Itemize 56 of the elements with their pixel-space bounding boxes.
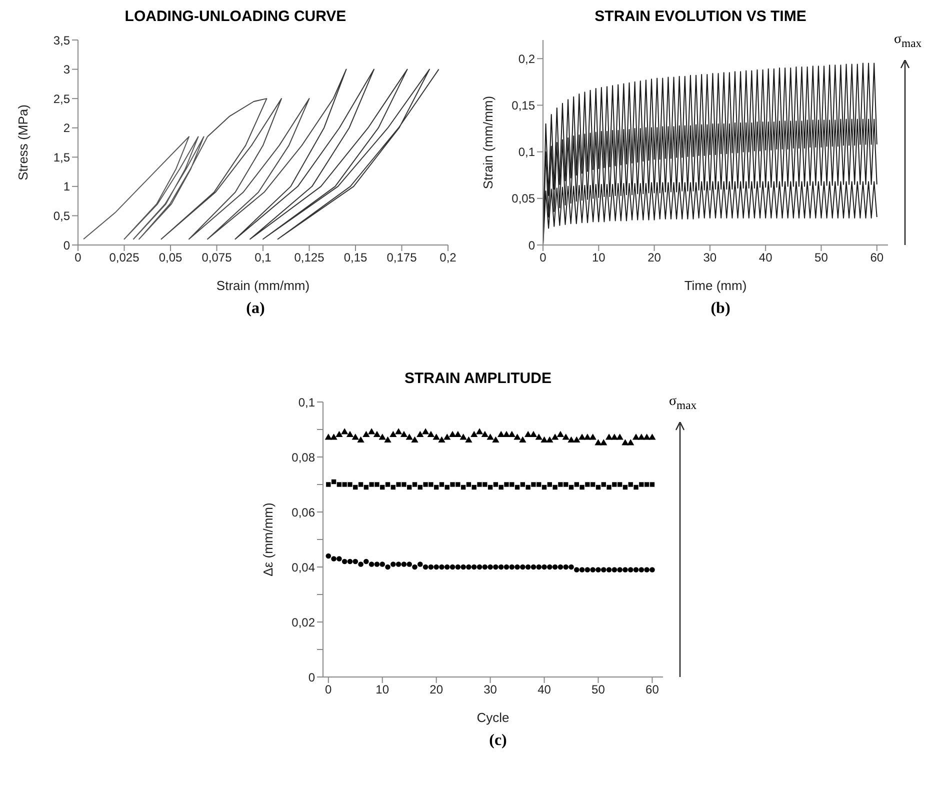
y-tick-label: 0: [308, 670, 316, 684]
y-tick-label: 3,5: [53, 33, 70, 48]
text: (c): [488, 732, 508, 750]
x-tick-label: 0,025: [109, 250, 140, 265]
x-tick-label: 10: [592, 250, 606, 265]
y-tick-label: 0,1: [518, 145, 536, 160]
x-tick-label: 0,1: [254, 250, 272, 265]
x-tick-label: 30: [484, 682, 498, 697]
x-tick-label: 10: [376, 682, 390, 697]
x-tick-label: 30: [703, 250, 717, 265]
y-tick-label: 3: [63, 62, 70, 77]
x-tick-label: 40: [538, 682, 552, 697]
x-tick-label: 50: [814, 250, 828, 265]
x-axis-title: Cycle: [476, 710, 510, 725]
x-tick-label: 0,075: [202, 250, 232, 265]
y-tick-label: 0,04: [292, 560, 316, 574]
chart-title: STRAIN EVOLUTION VS TIME: [594, 8, 808, 27]
x-tick-label: 0,2: [440, 250, 457, 265]
x-tick-label: 60: [646, 682, 660, 697]
x-tick-label: 0,15: [344, 250, 368, 265]
y-tick-label: 0,1: [298, 395, 316, 410]
x-tick-label: 0,05: [158, 250, 182, 265]
x-axis-title: Strain (mm/mm): [216, 278, 310, 293]
y-tick-label: 0,2: [518, 52, 536, 66]
x-tick-label: 0,175: [386, 250, 418, 265]
chart-title: STRAIN AMPLITUDE: [404, 370, 552, 389]
x-tick-label: 60: [870, 250, 884, 265]
y-tick-label: 1: [63, 180, 70, 194]
y-tick-label: 0,15: [512, 98, 536, 112]
text: σ$_{max}$: [669, 394, 697, 412]
text: σ$_{max}$: [894, 32, 922, 50]
x-tick-label: 0,125: [294, 250, 325, 265]
y-tick-label: 0,05: [512, 192, 536, 206]
y-tick-label: 0,02: [292, 615, 316, 630]
y-tick-label: 0,06: [292, 505, 316, 520]
x-tick-label: 20: [430, 682, 444, 697]
y-axis-title: Δε (mm/mm): [260, 502, 276, 576]
y-tick-label: 0,08: [292, 450, 316, 464]
x-tick-label: 0: [74, 250, 82, 265]
y-tick-label: 0: [528, 238, 536, 252]
y-axis-title: Stress (MPa): [16, 104, 31, 180]
text: (a): [245, 300, 266, 318]
y-axis-title: Strain (mm/mm): [480, 96, 496, 190]
y-tick-label: 0,5: [53, 208, 70, 223]
chart-title: LOADING-UNLOADING CURVE: [124, 8, 348, 27]
x-axis-title: Time (mm): [684, 278, 747, 293]
y-tick-label: 1,5: [53, 150, 70, 164]
x-tick-label: 0: [325, 682, 332, 697]
y-tick-label: 2,5: [53, 92, 70, 106]
y-tick-label: 0: [63, 238, 70, 252]
text: (b): [710, 300, 732, 318]
x-tick-label: 50: [592, 682, 606, 697]
y-tick-label: 2: [63, 121, 70, 136]
x-tick-label: 20: [648, 250, 662, 265]
x-tick-label: 40: [758, 250, 773, 265]
x-tick-label: 0: [540, 250, 547, 265]
